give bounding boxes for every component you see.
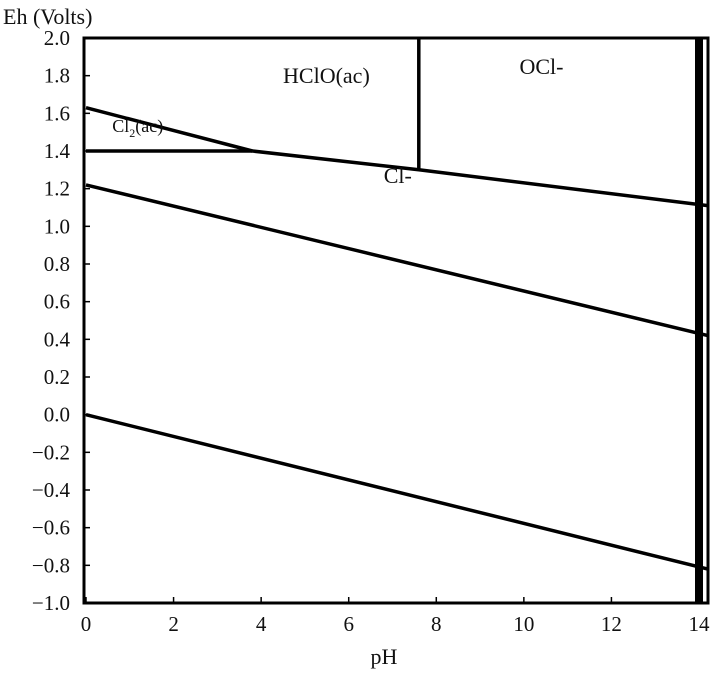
x-tick-label-0: 0 bbox=[81, 612, 92, 636]
y-tick-label-15: −1.0 bbox=[32, 591, 70, 615]
x-axis-title: pH bbox=[371, 644, 398, 669]
y-tick-label-2: 1.6 bbox=[44, 101, 70, 125]
region-label-3: Cl2(ac) bbox=[112, 116, 163, 140]
boundary-line-3 bbox=[252, 149, 709, 208]
y-tick-label-7: 0.6 bbox=[44, 290, 70, 314]
y-tick-label-8: 0.4 bbox=[44, 327, 71, 351]
y-tick-label-5: 1.0 bbox=[44, 214, 70, 238]
boundary-line-5 bbox=[85, 183, 709, 338]
boundary-line-6 bbox=[85, 413, 709, 571]
y-tick-label-10: 0.0 bbox=[44, 403, 70, 427]
region-label-2: OCl- bbox=[519, 54, 563, 79]
y-tick-label-14: −0.8 bbox=[32, 553, 70, 577]
boundary-line-1 bbox=[85, 106, 253, 153]
x-tick-label-14: 14 bbox=[689, 612, 711, 636]
y-tick-label-1: 1.8 bbox=[44, 64, 70, 88]
x-tick-label-2: 2 bbox=[168, 612, 179, 636]
x-tick-label-8: 8 bbox=[431, 612, 442, 636]
y-tick-label-0: 2.0 bbox=[44, 26, 70, 50]
y-tick-label-3: 1.4 bbox=[44, 139, 71, 163]
y-tick-label-9: 0.2 bbox=[44, 365, 70, 389]
y-tick-label-6: 0.8 bbox=[44, 252, 70, 276]
x-tick-label-12: 12 bbox=[601, 612, 622, 636]
y-tick-label-13: −0.6 bbox=[32, 516, 70, 540]
y-tick-label-11: −0.2 bbox=[32, 440, 70, 464]
region-label-4: Cl- bbox=[384, 163, 412, 188]
region-label-1: HClO(ac) bbox=[283, 63, 370, 88]
y-axis-title: Eh (Volts) bbox=[3, 4, 92, 29]
x-tick-label-4: 4 bbox=[256, 612, 267, 636]
x-tick-label-6: 6 bbox=[343, 612, 354, 636]
y-tick-label-12: −0.4 bbox=[32, 478, 71, 502]
y-tick-label-4: 1.2 bbox=[44, 177, 70, 201]
x-tick-label-10: 10 bbox=[513, 612, 534, 636]
plot-frame bbox=[82, 36, 710, 605]
